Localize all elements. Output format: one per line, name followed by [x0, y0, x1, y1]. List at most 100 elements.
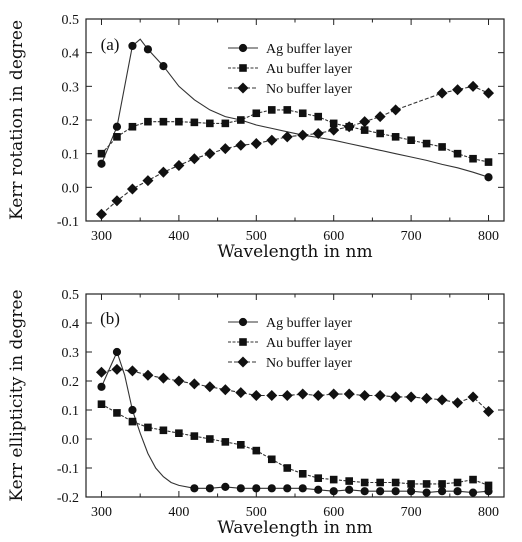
data-point	[159, 426, 168, 435]
data-point	[190, 484, 199, 493]
data-point	[188, 378, 200, 390]
y-tick-label: 0.5	[62, 288, 80, 303]
y-tick-label: 0.4	[62, 47, 80, 62]
data-point	[221, 438, 230, 446]
y-tick-label: -0.1	[57, 215, 79, 230]
data-point	[359, 116, 371, 128]
data-point	[128, 405, 137, 415]
data-point	[314, 485, 323, 494]
data-point	[281, 131, 293, 143]
data-point	[484, 158, 493, 166]
data-point	[267, 484, 276, 493]
data-point	[343, 388, 355, 400]
x-tick-label: 500	[246, 505, 267, 520]
data-point	[250, 138, 262, 150]
data-point	[159, 117, 168, 126]
data-point	[266, 389, 278, 402]
data-point	[360, 126, 369, 134]
data-point	[126, 183, 138, 195]
data-point	[204, 148, 216, 160]
y-tick-label: 0.5	[62, 13, 80, 28]
data-point	[422, 488, 431, 497]
data-point	[221, 482, 230, 491]
legend-label: Ag buffer layer	[266, 316, 352, 331]
data-point	[452, 84, 464, 96]
legend-marker	[238, 43, 248, 53]
data-point	[252, 446, 261, 455]
series-ag-buffer-layer	[97, 38, 493, 182]
data-point	[297, 129, 309, 141]
data-point	[391, 487, 400, 496]
data-point	[469, 475, 477, 484]
data-point	[204, 381, 216, 393]
data-point	[111, 363, 123, 375]
x-axis-title: Wavelength in nm	[217, 242, 372, 262]
data-point	[297, 388, 309, 400]
x-tick-label: 400	[168, 505, 189, 520]
data-point	[298, 484, 307, 493]
data-point	[376, 129, 384, 138]
y-tick-label: 0.0	[62, 181, 80, 196]
data-point	[376, 487, 385, 496]
data-point	[391, 133, 400, 141]
data-point	[97, 149, 106, 158]
y-tick-label: 0.3	[62, 80, 80, 95]
data-point	[159, 62, 168, 71]
data-point	[390, 391, 402, 403]
x-tick-label: 600	[323, 505, 344, 520]
data-point	[126, 365, 138, 377]
series-line	[101, 368, 489, 412]
data-point	[95, 366, 107, 378]
data-point	[453, 149, 462, 158]
data-point	[360, 487, 369, 496]
data-point	[390, 104, 402, 116]
x-tick-label: 300	[91, 505, 112, 520]
legend-label: Ag buffer layer	[266, 42, 352, 57]
y-tick-label: 0.1	[62, 148, 80, 163]
legend-label: Au buffer layer	[266, 336, 352, 351]
data-point	[175, 117, 183, 126]
x-tick-label: 800	[478, 229, 499, 244]
panel-b: 300 400 500 600 700 800 -0.2 -0.1 0.0 0.1 0.2 0.3 0.…	[7, 288, 505, 538]
data-point	[157, 166, 169, 178]
data-point	[142, 369, 154, 381]
series-no-buffer-layer	[95, 363, 495, 417]
data-point	[312, 389, 324, 402]
data-point	[314, 474, 323, 482]
data-point	[345, 477, 353, 485]
data-point	[128, 417, 137, 426]
data-point	[283, 106, 292, 114]
y-tick-label: 0.4	[62, 317, 80, 332]
data-point	[329, 475, 338, 484]
data-point	[467, 391, 479, 403]
y-tick-label: -0.1	[57, 462, 79, 477]
y-axis-title: Kerr ellipticity in degree	[7, 289, 27, 501]
data-point	[283, 484, 292, 493]
data-point	[235, 387, 247, 399]
legend: Ag buffer layer Au buffer layer No buffer …	[228, 316, 352, 371]
data-point	[421, 392, 433, 404]
legend-label: Au buffer layer	[266, 62, 352, 77]
series-line	[100, 38, 489, 178]
data-point	[112, 122, 122, 131]
legend-label: No buffer layer	[266, 356, 352, 371]
data-point	[407, 487, 416, 496]
data-point	[157, 372, 169, 384]
data-point	[391, 478, 400, 487]
data-point	[142, 175, 154, 187]
data-point	[483, 405, 495, 417]
legend-marker	[239, 64, 247, 72]
data-point	[422, 480, 431, 488]
y-axis-title: Kerr rotation in degree	[7, 20, 27, 220]
data-point	[250, 389, 262, 402]
x-tick-label: 400	[168, 229, 189, 244]
data-point	[298, 109, 307, 118]
data-point	[484, 481, 493, 490]
data-point	[205, 484, 214, 493]
series-line	[101, 403, 489, 486]
x-tick-label: 700	[401, 505, 422, 520]
data-point	[97, 159, 106, 168]
data-point	[436, 87, 448, 99]
data-point	[190, 432, 199, 440]
